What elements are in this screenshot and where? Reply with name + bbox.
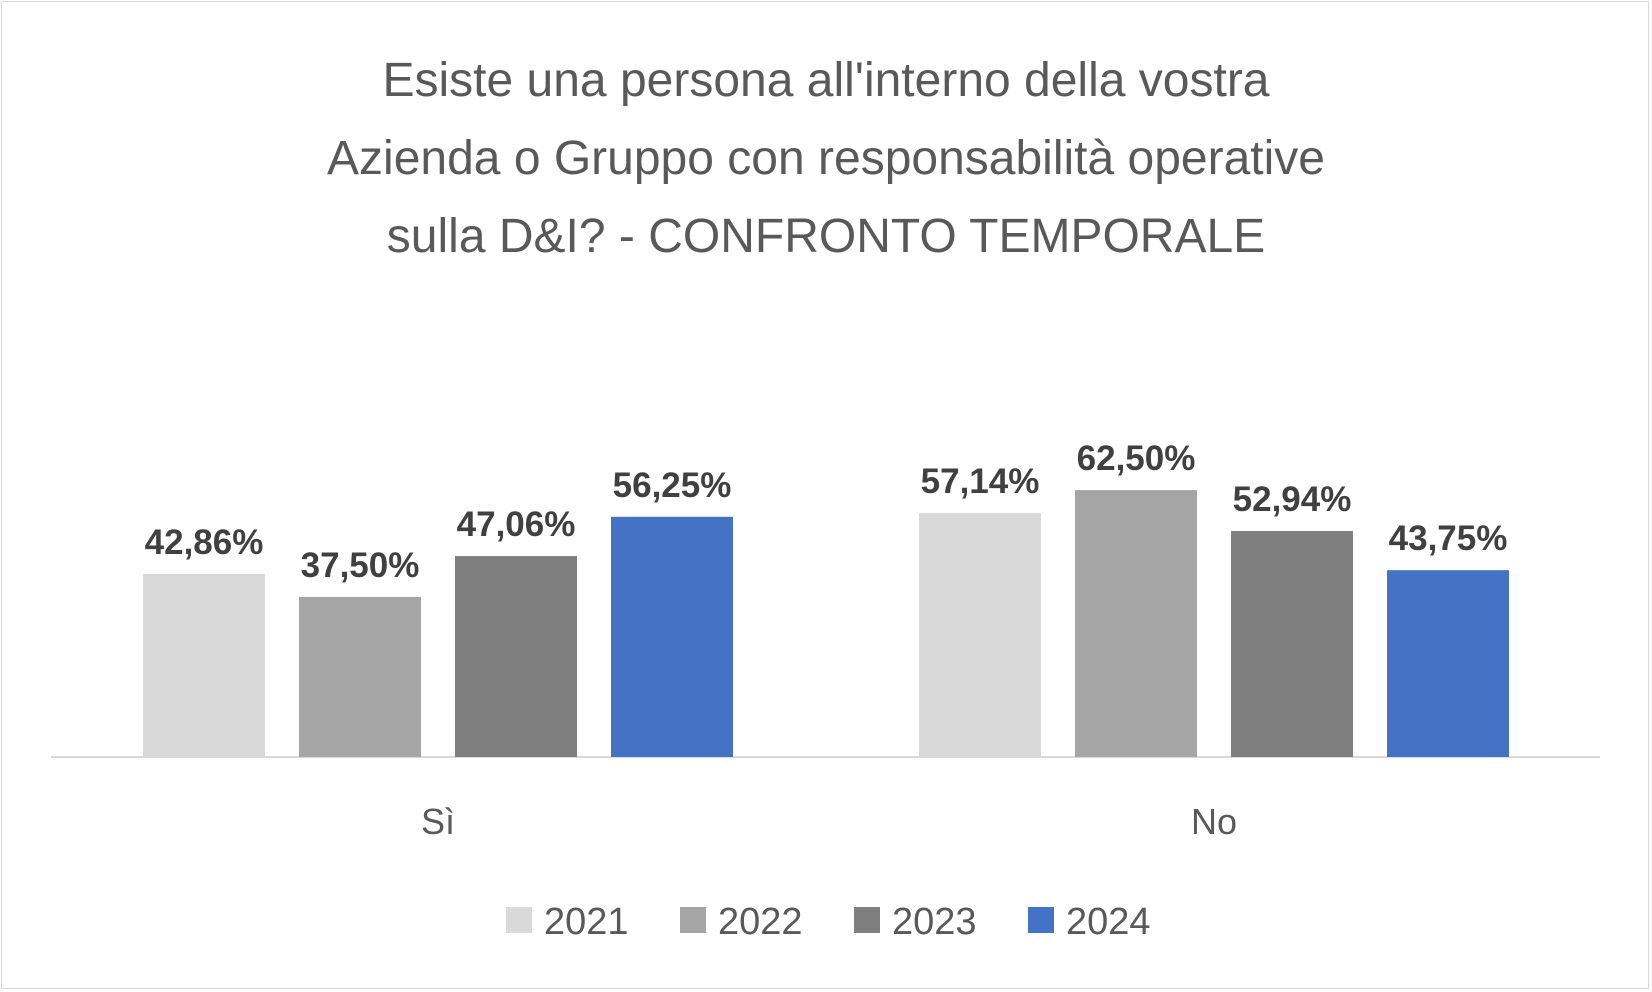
category-label: Sì (421, 801, 455, 842)
bar-2024-1 (1387, 570, 1509, 757)
data-label: 37,50% (301, 546, 420, 585)
legend-swatch-2021 (506, 907, 532, 933)
data-label: 52,94% (1233, 480, 1352, 519)
category-label: No (1191, 801, 1237, 842)
bar-2021-0 (143, 573, 265, 757)
title-line: Esiste una persona all'interno della vos… (382, 54, 1270, 107)
data-label: 42,86% (145, 523, 264, 562)
bar-2024-0 (611, 516, 733, 757)
bar-2021-1 (919, 513, 1041, 757)
legend-label: 2021 (544, 901, 629, 943)
data-label: 43,75% (1389, 519, 1508, 558)
legend-label: 2023 (892, 901, 977, 943)
bar-2022-1 (1075, 490, 1197, 757)
bar-2023-1 (1231, 530, 1353, 757)
data-label: 62,50% (1077, 439, 1196, 478)
title-line: Azienda o Gruppo con responsabilità oper… (327, 132, 1325, 185)
bar-2023-0 (455, 556, 577, 757)
data-label: 57,14% (921, 462, 1040, 501)
bar-2022-0 (299, 596, 421, 757)
data-label: 56,25% (613, 466, 732, 505)
legend-label: 2022 (718, 901, 803, 943)
legend-swatch-2024 (1028, 907, 1054, 933)
data-label: 47,06% (457, 505, 576, 544)
legend-swatch-2022 (680, 907, 706, 933)
legend-swatch-2023 (854, 907, 880, 933)
chart-title: Esiste una persona all'interno della vos… (0, 42, 1652, 276)
title-line: sulla D&I? - CONFRONTO TEMPORALE (386, 210, 1266, 263)
legend-label: 2024 (1066, 901, 1151, 943)
